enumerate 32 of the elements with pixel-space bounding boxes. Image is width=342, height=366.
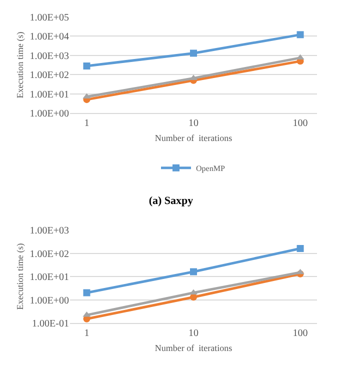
y-tick-label: 1.00E+01 [30,89,69,100]
point [296,31,304,38]
y-axis-title: Execution time (s) [15,243,26,310]
point [190,50,197,57]
point [296,268,304,274]
y-tick-label: 1.00E+02 [30,248,69,260]
point [82,93,91,99]
x-axis-title: Number of iterations [154,132,233,143]
point [296,245,304,252]
x-tick-label: 1 [84,328,90,339]
y-tick-label: 1.00E+04 [30,32,69,43]
x-tick-label: 100 [292,328,308,339]
x-tick-label: 10 [188,118,198,129]
y-tick-label: 1.00E+01 [30,272,69,283]
point [190,268,197,276]
y-axis-title: Execution time (s) [15,32,26,98]
x-tick-label: 100 [292,118,308,129]
y-tick-label: 1.00E+03 [30,50,69,62]
x-tick-label: 10 [188,328,198,339]
point [83,289,90,296]
point [83,62,90,70]
x-axis-title: Number of iterations [154,342,233,353]
legend-label: OpenMP [196,164,226,173]
y-tick-label: 1.00E+03 [30,226,69,236]
x-tick-label: 1 [84,118,90,129]
y-tick-label: 1.00E+00 [30,108,69,120]
text: (a) Saxpy [148,195,194,209]
y-tick-label: 1.00E+02 [30,70,69,82]
y-tick-label: 1.00E+05 [30,12,69,24]
point [190,294,197,301]
y-tick-label: 1.00E+00 [30,295,69,306]
y-tick-label: 1.00E-01 [32,318,69,330]
